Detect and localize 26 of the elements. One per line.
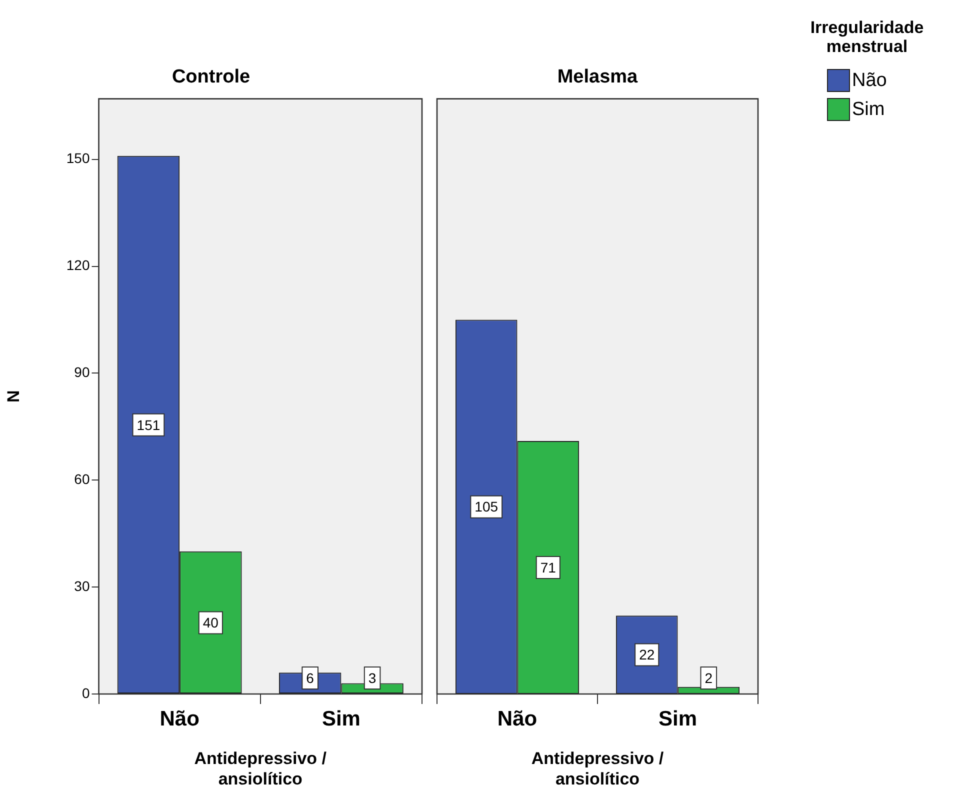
y-tick-label: 120 bbox=[66, 257, 90, 274]
y-tick-label: 60 bbox=[74, 471, 90, 488]
data-label: 71 bbox=[540, 559, 556, 576]
y-tick-label: 150 bbox=[66, 150, 90, 166]
data-label: 2 bbox=[704, 670, 713, 686]
data-label: 151 bbox=[136, 416, 160, 433]
x-axis-title: Antidepressivo / ansiolítico bbox=[194, 749, 327, 788]
y-tick-label: 90 bbox=[74, 364, 90, 380]
data-label: 105 bbox=[474, 498, 498, 515]
y-axis-title: N bbox=[4, 390, 23, 403]
y-tick-label: 30 bbox=[74, 578, 90, 594]
x-tick-label: Não bbox=[160, 707, 200, 730]
legend-label: Sim bbox=[852, 98, 885, 120]
x-tick-label: Sim bbox=[658, 707, 698, 730]
data-label: 40 bbox=[202, 614, 219, 631]
data-label: 6 bbox=[306, 670, 314, 686]
x-tick-label: Não bbox=[497, 707, 538, 730]
data-label: 22 bbox=[639, 646, 655, 663]
chart-title: Controle bbox=[172, 66, 250, 88]
chart-title: Melasma bbox=[557, 66, 638, 88]
legend-label: Não bbox=[852, 70, 887, 92]
x-axis-title: Antidepressivo / ansiolítico bbox=[531, 749, 664, 788]
legend-title: Irregularidade menstrual bbox=[809, 18, 925, 56]
y-tick-label: 0 bbox=[82, 684, 90, 701]
data-label: 3 bbox=[368, 670, 376, 686]
x-tick-label: Sim bbox=[322, 707, 360, 730]
